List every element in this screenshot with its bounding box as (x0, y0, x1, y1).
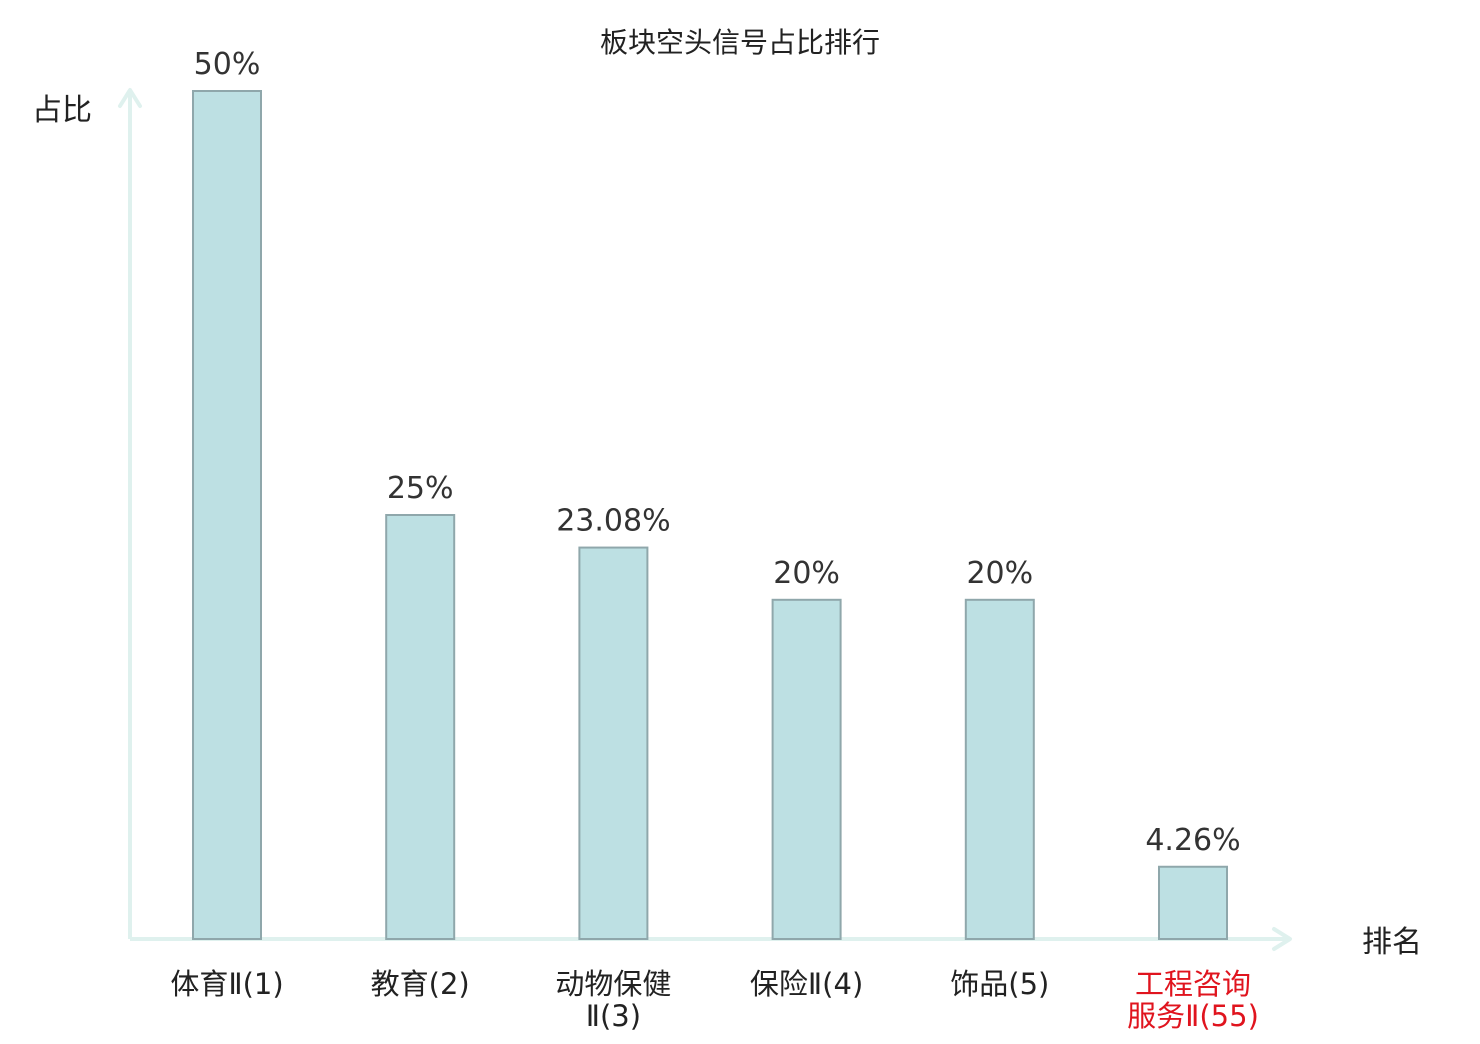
category-label-line: 保险Ⅱ(4) (750, 967, 863, 1001)
value-label-3: 23.08% (556, 504, 670, 539)
value-label-4: 20% (773, 556, 840, 591)
bars (192, 90, 1228, 941)
value-label-2: 25% (387, 471, 454, 506)
bar-2 (385, 514, 456, 940)
bar-1 (192, 90, 262, 940)
value-labels: 50% 25% 23.08% 20% 20% 4.26% (194, 47, 1241, 858)
value-label-5: 20% (966, 556, 1033, 591)
y-axis-arrow (118, 88, 142, 108)
category-label-2: 教育(2) (371, 967, 470, 1001)
category-labels: 体育Ⅱ(1) 教育(2) 动物保健 Ⅱ(3) 保险Ⅱ(4) 饰品(5) 工程咨询服务Ⅱ(55… (170, 967, 1259, 1033)
category-label-6: 工程咨询服务Ⅱ(55) (1127, 967, 1259, 1033)
category-label-4: 保险Ⅱ(4) (750, 967, 863, 1001)
bar-6 (1158, 865, 1228, 941)
category-label-5: 饰品(5) (950, 967, 1049, 1001)
x-axis-arrow (1272, 927, 1292, 951)
bar-5 (964, 598, 1035, 940)
category-label-line: 饰品(5) (950, 967, 1049, 1001)
category-label-line: Ⅱ(3) (586, 999, 641, 1033)
category-label-1: 体育Ⅱ(1) (170, 967, 283, 1001)
bar-3 (578, 546, 649, 940)
category-label-line: 服务Ⅱ(55) (1127, 999, 1259, 1033)
value-label-1: 50% (194, 47, 261, 82)
category-label-line: 体育Ⅱ(1) (170, 967, 283, 1001)
value-label-6: 4.26% (1145, 823, 1240, 858)
category-label-line: 工程咨询 (1135, 967, 1251, 1001)
category-label-3: 动物保健 Ⅱ(3) (555, 967, 671, 1033)
bar-4 (771, 598, 842, 940)
y-axis-label: 占比 (32, 93, 92, 128)
axes (118, 88, 1292, 951)
chart-title: 板块空头信号占比排行 (600, 26, 880, 59)
x-axis-label: 排名 (1362, 925, 1422, 960)
category-label-line: 动物保健 (555, 967, 671, 1001)
category-label-line: 教育(2) (371, 967, 470, 1001)
